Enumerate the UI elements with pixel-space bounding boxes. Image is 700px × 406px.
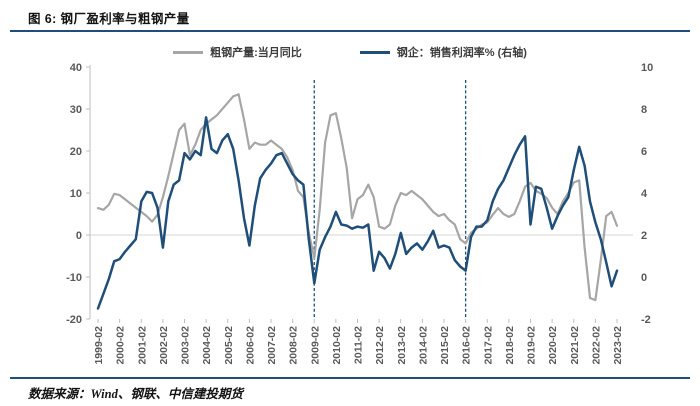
figure-title: 图 6: 钢厂盈利率与粗钢产量 — [28, 12, 190, 26]
svg-text:2015-02: 2015-02 — [439, 326, 451, 365]
svg-text:1999-02: 1999-02 — [93, 326, 105, 365]
svg-text:2000-02: 2000-02 — [115, 326, 127, 365]
svg-text:4: 4 — [641, 188, 648, 200]
left-axis-labels: 40 30 20 10 0 -10 -20 — [66, 62, 90, 326]
svg-text:2014-02: 2014-02 — [417, 326, 429, 365]
svg-text:2016-02: 2016-02 — [461, 326, 473, 365]
x-axis-labels: 1999-02 2000-02 2001-02 2002-02 2003-02 2004-… — [93, 319, 624, 365]
svg-text:2022-02: 2022-02 — [590, 326, 602, 365]
margin-line-swatch — [359, 50, 390, 54]
svg-text:2009-02: 2009-02 — [309, 326, 321, 365]
svg-text:2019-02: 2019-02 — [526, 326, 538, 365]
data-source-note: 数据来源：Wind、钢联、中信建投期货 — [28, 387, 243, 401]
svg-text:2004-02: 2004-02 — [201, 326, 213, 365]
svg-text:2017-02: 2017-02 — [482, 326, 494, 365]
svg-text:2021-02: 2021-02 — [569, 326, 581, 365]
svg-text:2007-02: 2007-02 — [266, 326, 278, 365]
svg-text:2023-02: 2023-02 — [612, 326, 624, 365]
svg-text:10: 10 — [641, 62, 653, 74]
production-line-swatch — [173, 50, 204, 54]
svg-text:20: 20 — [70, 146, 82, 158]
svg-text:-20: -20 — [66, 314, 82, 326]
header-divider — [10, 30, 690, 32]
svg-text:2001-02: 2001-02 — [136, 326, 148, 365]
svg-text:2003-02: 2003-02 — [180, 326, 192, 365]
svg-text:30: 30 — [70, 104, 82, 116]
svg-text:8: 8 — [641, 104, 647, 116]
legend-label-production: 粗钢产量:当月同比 — [210, 47, 302, 59]
svg-text:2006-02: 2006-02 — [244, 326, 256, 365]
svg-text:-2: -2 — [641, 314, 651, 326]
svg-text:0: 0 — [76, 230, 82, 242]
svg-text:2008-02: 2008-02 — [288, 326, 300, 365]
series-margin-line — [96, 116, 619, 310]
legend-label-margin: 钢企：销售利润率% (右轴) — [396, 47, 527, 59]
svg-text:2011-02: 2011-02 — [353, 326, 365, 364]
chart-legend: 粗钢产量:当月同比 钢企：销售利润率% (右轴) — [0, 44, 700, 60]
svg-text:-10: -10 — [66, 272, 82, 284]
legend-item-production: 粗钢产量:当月同比 — [173, 44, 302, 60]
svg-text:2002-02: 2002-02 — [158, 326, 170, 365]
svg-text:6: 6 — [641, 146, 647, 158]
svg-text:2010-02: 2010-02 — [331, 326, 343, 365]
svg-text:2005-02: 2005-02 — [223, 326, 235, 365]
legend-item-margin: 钢企：销售利润率% (右轴) — [359, 44, 527, 60]
svg-text:2013-02: 2013-02 — [396, 326, 408, 365]
svg-text:10: 10 — [70, 188, 82, 200]
svg-text:0: 0 — [641, 272, 647, 284]
svg-text:2: 2 — [641, 230, 647, 242]
svg-text:2018-02: 2018-02 — [504, 326, 516, 365]
svg-text:40: 40 — [70, 62, 82, 74]
svg-text:2020-02: 2020-02 — [547, 326, 559, 365]
svg-text:2012-02: 2012-02 — [374, 326, 386, 365]
series-production-line — [96, 93, 619, 302]
footer-divider — [10, 377, 690, 379]
right-axis-labels: 10 8 6 4 2 0 -2 — [641, 62, 653, 326]
